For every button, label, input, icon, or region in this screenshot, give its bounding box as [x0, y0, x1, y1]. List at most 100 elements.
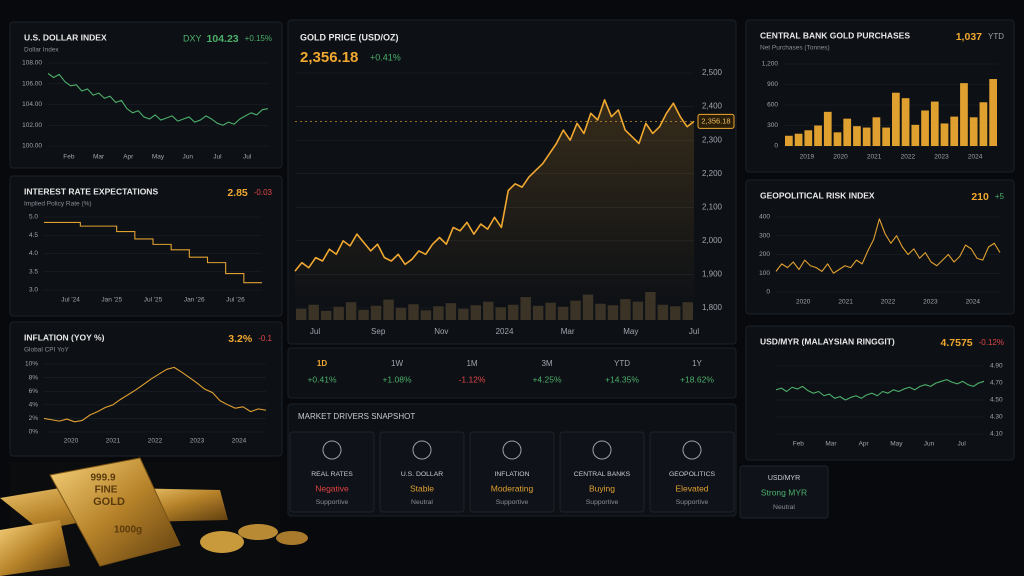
driver-label: REAL RATES — [311, 471, 353, 478]
x-tick-label: 2021 — [867, 154, 882, 161]
period-change: +4.25% — [532, 374, 562, 384]
x-tick-label: Jul — [310, 327, 320, 336]
y-tick-label: 4.10 — [990, 431, 1003, 438]
bar-stamp: 999.9 — [90, 473, 115, 484]
driver-impact: Supportive — [496, 499, 529, 506]
x-tick-label: 2020 — [64, 438, 79, 445]
panel-subtitle: Global CPI YoY — [24, 347, 69, 354]
period-change: -1.12% — [459, 374, 486, 384]
y-tick-label: 6% — [29, 388, 39, 395]
y-tick-label: 4.90 — [990, 363, 1003, 370]
bar — [862, 127, 871, 146]
bar — [843, 118, 852, 146]
driver-label: GEOPOLITICS — [669, 471, 716, 478]
volume-bar — [632, 301, 644, 320]
price-tag-label: 2,356.18 — [701, 116, 730, 125]
x-tick-label: 2022 — [148, 438, 163, 445]
y-tick-label: 600 — [767, 102, 778, 109]
change: -0.12% — [979, 338, 1004, 347]
period-label[interactable]: 1W — [391, 359, 403, 368]
current-value: 210 — [971, 191, 989, 203]
gold-coin — [238, 524, 278, 540]
x-tick-label: 2021 — [106, 438, 121, 445]
bar — [872, 117, 881, 146]
y-tick-label: 3.0 — [29, 287, 38, 294]
change: +0.15% — [245, 34, 272, 43]
x-tick-label: May — [890, 441, 903, 448]
x-tick-label: 2024 — [232, 438, 247, 445]
y-tick-label: 1,200 — [762, 61, 779, 68]
panel-title: USD/MYR (MALAYSIAN RINGGIT) — [760, 336, 895, 346]
volume-bar — [370, 305, 382, 320]
panel — [9, 321, 283, 457]
y-tick-label: 8% — [29, 374, 39, 381]
series-line — [775, 218, 1001, 274]
volume-bar — [520, 297, 531, 320]
driver-label: INFLATION — [495, 471, 530, 478]
driver-status: Elevated — [675, 483, 708, 493]
volume-bar — [445, 303, 457, 320]
period-label[interactable]: 1D — [317, 359, 327, 368]
x-tick-label: Sep — [371, 327, 386, 336]
bar — [921, 110, 929, 146]
period-change: +14.35% — [605, 374, 639, 384]
y-tick-label: 100.00 — [22, 143, 42, 150]
volume-bar — [333, 306, 344, 320]
change: -0.1 — [258, 334, 272, 343]
panel-title: INTEREST RATE EXPECTATIONS — [24, 186, 158, 196]
driver-impact: Supportive — [676, 499, 709, 506]
x-tick-label: Nov — [434, 327, 448, 336]
period-label[interactable]: 3M — [541, 359, 552, 368]
y-tick-label: 2,500 — [702, 68, 723, 77]
x-tick-label: Jul — [958, 441, 967, 448]
bar — [814, 125, 822, 146]
driver-icon — [322, 440, 342, 460]
x-tick-label: Jul '26 — [226, 297, 245, 304]
y-tick-label: 102.00 — [22, 122, 42, 129]
price-value: 2,356.18 — [300, 49, 358, 66]
panel — [745, 19, 1015, 173]
volume-bar — [507, 304, 519, 320]
x-tick-label: 2020 — [833, 154, 848, 161]
driver-status: Moderating — [491, 483, 534, 493]
change: +5 — [995, 192, 1005, 201]
change: -0.03 — [254, 188, 273, 197]
current-value: 104.23 — [207, 33, 239, 45]
bar — [911, 124, 920, 146]
volume-bar — [383, 299, 394, 320]
gold-bar — [0, 520, 70, 576]
y-tick-label: 4.70 — [990, 380, 1003, 387]
period-label[interactable]: 1M — [466, 359, 477, 368]
x-tick-label: Feb — [63, 154, 75, 161]
bar — [794, 133, 803, 146]
bar — [960, 83, 968, 146]
gold-coin — [276, 531, 308, 545]
y-tick-label: 300 — [767, 122, 778, 129]
volume-bar — [657, 304, 669, 320]
y-tick-label: 100 — [759, 270, 770, 277]
driver-card — [649, 431, 735, 513]
current-value: 2.85 — [227, 187, 248, 199]
bar — [892, 92, 900, 146]
period-label[interactable]: YTD — [614, 359, 630, 368]
y-tick-label: 2% — [29, 415, 39, 422]
y-tick-label: 3.5 — [29, 268, 38, 275]
panel-subtitle: Net Purchases (Tonnes) — [760, 45, 830, 52]
panel-subtitle: Dollar Index — [24, 47, 59, 54]
bar — [785, 135, 793, 146]
bar — [989, 79, 997, 146]
period-label[interactable]: 1Y — [692, 359, 702, 368]
driver-impact: Supportive — [316, 499, 349, 506]
volume-bar — [408, 304, 419, 320]
bar-stamp: GOLD — [93, 496, 125, 508]
volume-bar — [420, 310, 432, 320]
y-tick-label: 0% — [29, 429, 39, 436]
change: YTD — [988, 32, 1004, 41]
gold-bar — [49, 457, 181, 567]
x-tick-label: 2019 — [800, 154, 815, 161]
driver-label: CENTRAL BANKS — [574, 471, 631, 478]
volume-bar — [320, 310, 332, 320]
bar — [969, 117, 978, 146]
